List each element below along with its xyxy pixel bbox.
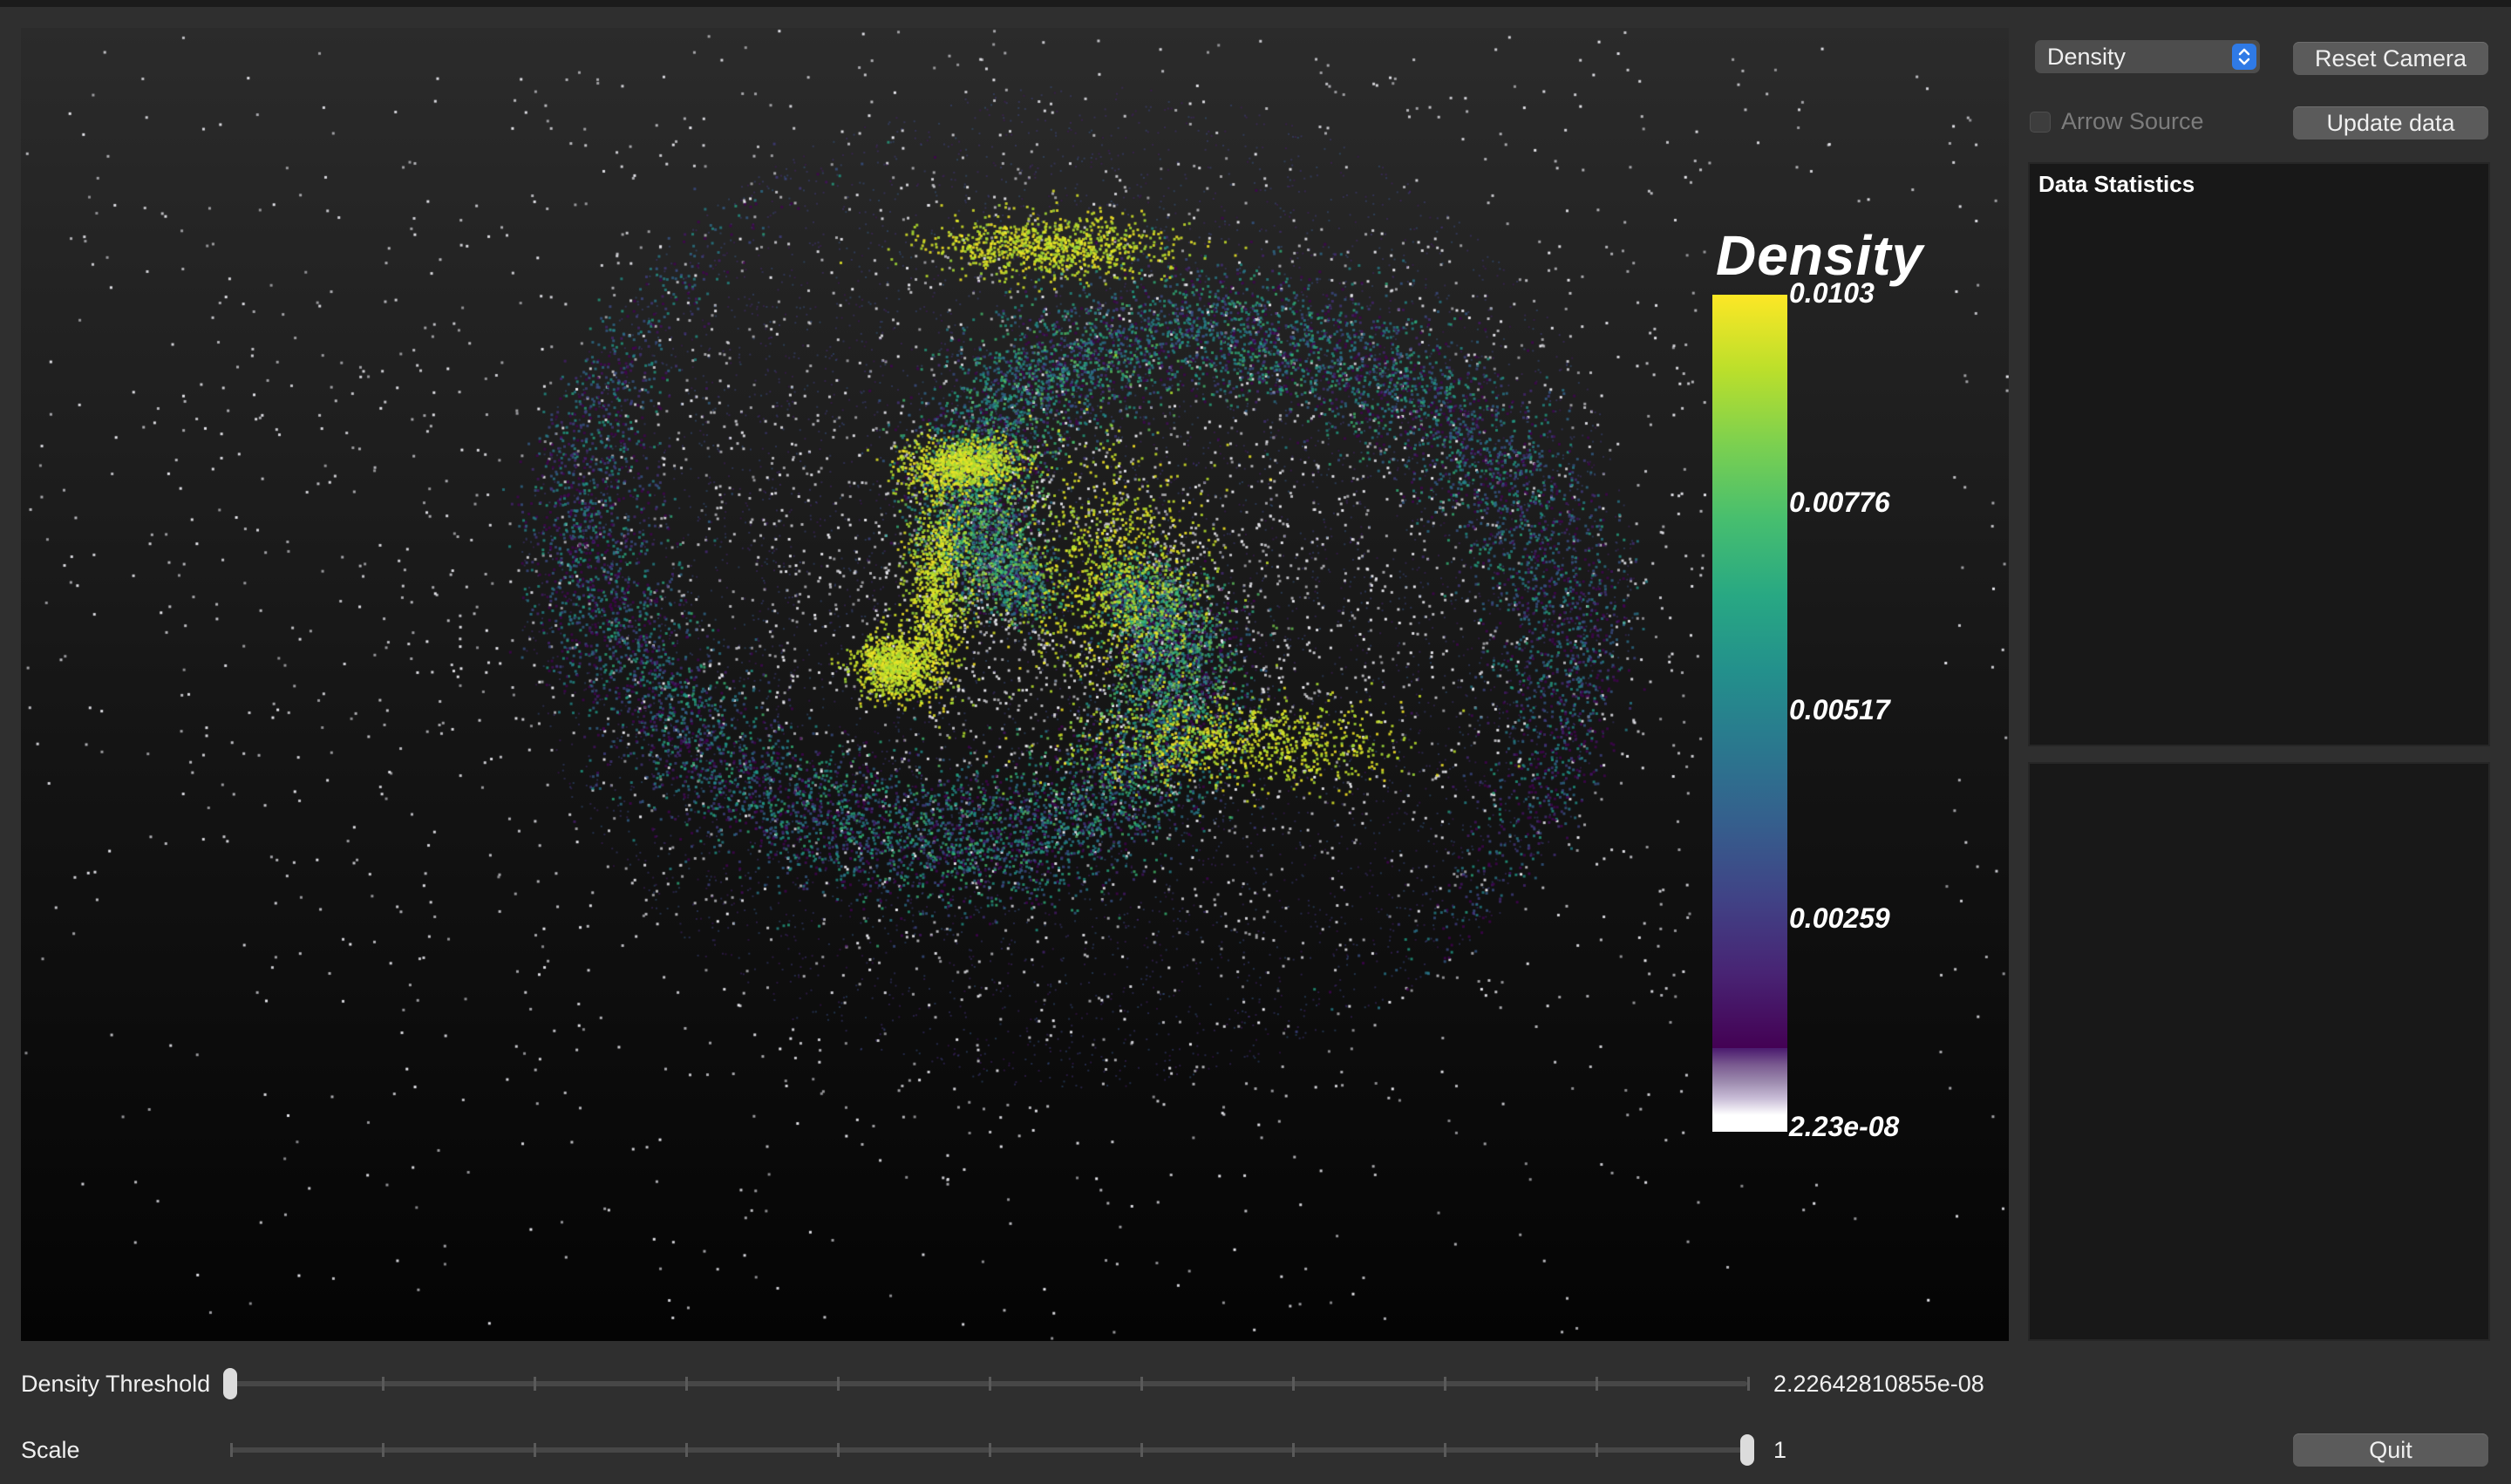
- galaxy-point-cloud: [21, 28, 2009, 1341]
- colorbar-tick-label: 0.00517: [1789, 694, 1890, 725]
- colorbar-tick-label: 0.0103: [1789, 277, 1875, 309]
- colorbar-tick-label: 0.00776: [1789, 487, 1890, 518]
- scale-slider-tick: [1596, 1443, 1598, 1457]
- density-threshold-slider-tick: [837, 1377, 840, 1391]
- arrow-source-checkbox[interactable]: [2030, 112, 2051, 133]
- scale-slider-tick: [382, 1443, 384, 1457]
- colorbar-tick-label: 0.00259: [1789, 902, 1890, 934]
- density-threshold-slider-tick: [1747, 1377, 1750, 1391]
- scale-slider-tick: [1140, 1443, 1143, 1457]
- update-data-button[interactable]: Update data: [2293, 106, 2488, 140]
- scale-slider-tick: [1292, 1443, 1295, 1457]
- scale-slider-tick: [230, 1443, 233, 1457]
- scale-slider-tick: [989, 1443, 991, 1457]
- quit-button[interactable]: Quit: [2293, 1433, 2488, 1467]
- scale-slider-tick: [1444, 1443, 1446, 1457]
- density-threshold-label: Density Threshold: [21, 1371, 211, 1397]
- scale-slider-tick: [534, 1443, 536, 1457]
- scale-value: 1: [1773, 1437, 1787, 1463]
- scale-slider-tick: [685, 1443, 688, 1457]
- scale-label: Scale: [21, 1437, 80, 1463]
- chevron-up-down-icon: [2232, 44, 2256, 70]
- colorbar: [1712, 295, 1787, 1132]
- data-statistics-title: Data Statistics: [2038, 171, 2195, 197]
- density-threshold-slider-tick: [1140, 1377, 1143, 1391]
- colorbar-title: Density: [1716, 224, 1924, 287]
- data-statistics-panel: Data Statistics: [2028, 162, 2490, 746]
- secondary-panel: [2028, 762, 2490, 1341]
- scale-slider-handle[interactable]: [1740, 1434, 1754, 1466]
- density-threshold-slider-tick: [685, 1377, 688, 1391]
- density-threshold-slider-tick: [989, 1377, 991, 1391]
- reset-camera-button[interactable]: Reset Camera: [2293, 42, 2488, 75]
- density-threshold-slider-tick: [382, 1377, 384, 1391]
- array-select-value: Density: [2047, 44, 2127, 70]
- density-threshold-slider-tick: [1444, 1377, 1446, 1391]
- density-threshold-slider-tick: [534, 1377, 536, 1391]
- density-threshold-slider-tick: [1596, 1377, 1598, 1391]
- colorbar-tick-label: 2.23e-08: [1789, 1111, 1900, 1142]
- scale-slider-tick: [837, 1443, 840, 1457]
- render-viewport[interactable]: Density 0.0103 0.00776 0.00517 0.00259 2…: [21, 28, 2009, 1341]
- arrow-source-label: Arrow Source: [2061, 108, 2204, 134]
- density-threshold-slider-handle[interactable]: [223, 1368, 237, 1399]
- density-threshold-value: 2.22642810855e-08: [1773, 1371, 1984, 1397]
- density-threshold-slider-tick: [1292, 1377, 1295, 1391]
- array-select-dropdown[interactable]: Density: [2035, 40, 2260, 73]
